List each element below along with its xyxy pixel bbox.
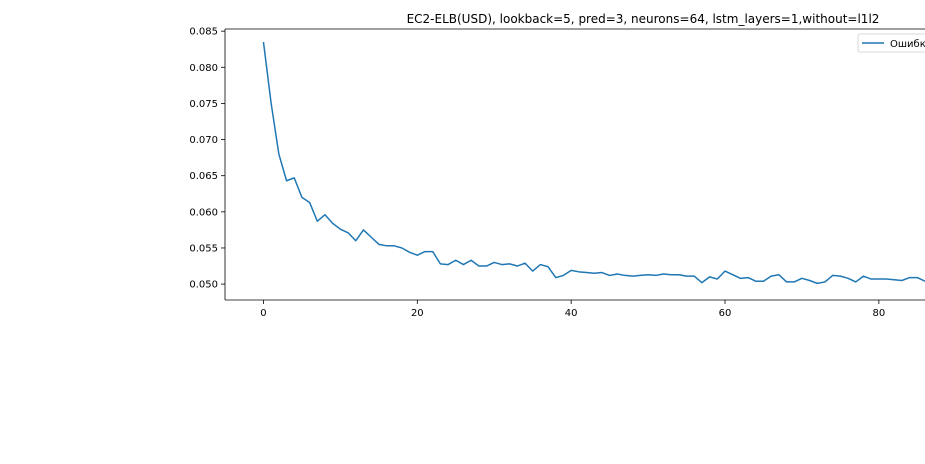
legend-label: Ошибк	[890, 39, 925, 50]
x-tick-label: 20	[411, 308, 424, 319]
x-tick-label: 60	[719, 308, 732, 319]
y-tick-label: 0.060	[189, 207, 218, 218]
y-tick-label: 0.070	[189, 135, 218, 146]
x-axis: 0 20 40 60 80	[260, 300, 885, 319]
series-line-0	[262, 41, 925, 285]
y-tick-label: 0.055	[189, 243, 218, 254]
y-axis: 0.050 0.055 0.060 0.065 0.070 0.075 0.080 0.085	[189, 27, 225, 291]
legend-box	[857, 33, 925, 53]
x-tick-label: 40	[565, 308, 578, 319]
axes-frame	[224, 28, 925, 301]
y-tick-label: 0.085	[189, 27, 218, 38]
series-layer	[262, 41, 925, 285]
y-tick-label: 0.065	[189, 171, 218, 182]
chart-title: EC2-ELB(USD), lookback=5, pred=3, neuron…	[407, 12, 880, 26]
y-tick-label: 0.050	[189, 280, 218, 291]
x-tick-label: 80	[872, 308, 885, 319]
y-tick-label: 0.075	[189, 99, 218, 110]
y-tick-label: 0.080	[189, 63, 218, 74]
legend: Ошибк	[857, 33, 925, 53]
x-tick-label: 0	[260, 308, 266, 319]
